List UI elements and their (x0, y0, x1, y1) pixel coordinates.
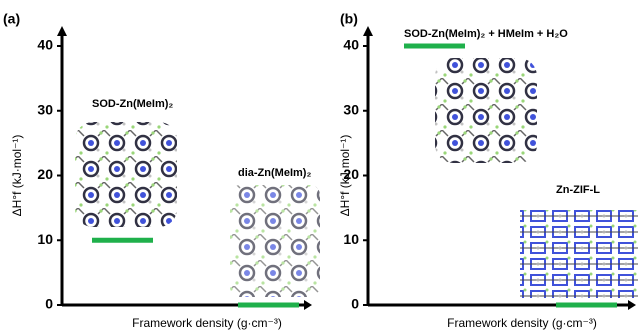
level-label: SOD-Zn(MeIm)₂ (92, 98, 173, 110)
y-tick-label: 30 (343, 101, 359, 117)
x-axis-label: Framework density (g·cm⁻³) (132, 316, 282, 330)
x-axis-label: Framework density (g·cm⁻³) (447, 316, 597, 330)
y-tick-label: 10 (37, 231, 53, 247)
level-label: SOD-Zn(MeIm)₂ + HMeIm + H₂O (404, 28, 568, 40)
level-label: Zn-ZIF-L (556, 184, 600, 196)
panel-label: (b) (340, 11, 358, 27)
y-axis-arrow (363, 26, 373, 36)
structure-image (520, 210, 638, 298)
y-axis-arrow (57, 26, 67, 36)
y-tick-label: 20 (37, 166, 53, 182)
y-axis-label: ΔH°f (kJ·mol⁻¹) (10, 135, 24, 217)
y-axis-label: ΔH°f (kJ·mol⁻¹) (338, 135, 352, 217)
x-axis-arrow (628, 300, 636, 310)
y-tick-label: 10 (343, 231, 359, 247)
y-tick-label: 30 (37, 101, 53, 117)
y-tick-label: 40 (343, 37, 359, 53)
y-tick-label: 0 (45, 296, 53, 312)
figure: (a) 0 10 20 30 40 Framework density (g·cm⁻³) ΔH… (0, 0, 638, 332)
structure-image (230, 185, 320, 297)
y-tick-label: 40 (37, 37, 53, 53)
x-axis-arrow (304, 300, 312, 310)
structure-image (435, 58, 537, 163)
level-label: dia-Zn(MeIm)₂ (238, 167, 311, 179)
panel-label: (a) (3, 11, 20, 27)
structure-image (75, 122, 177, 227)
y-tick-label: 0 (351, 296, 359, 312)
